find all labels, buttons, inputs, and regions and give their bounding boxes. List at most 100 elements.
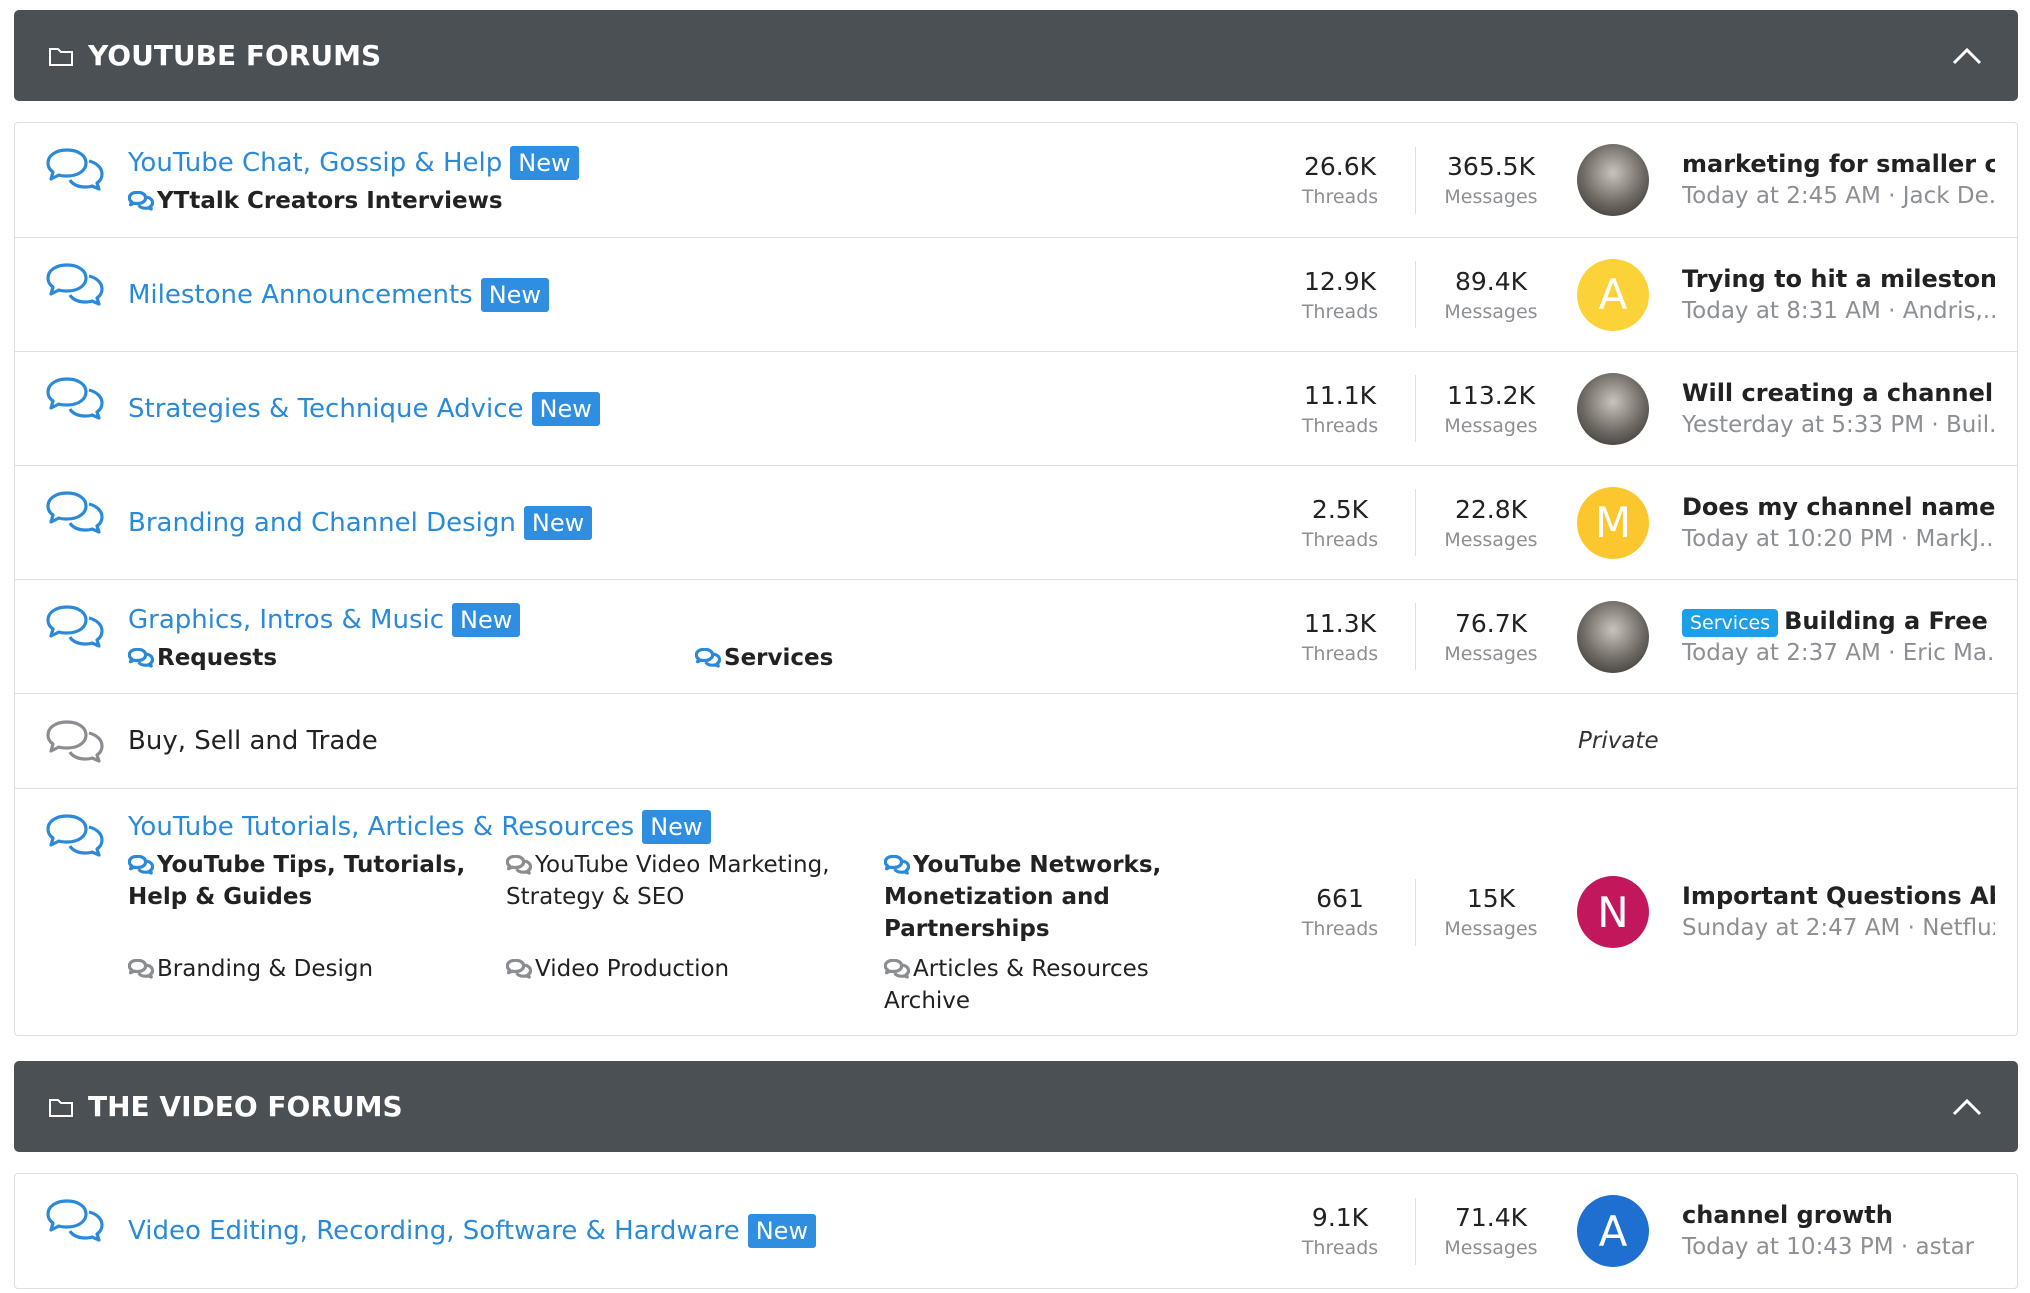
forum-title-line: Buy, Sell and Trade bbox=[128, 721, 1566, 761]
avatar[interactable]: N bbox=[1577, 876, 1649, 948]
forum-title-line: Branding and Channel Design New bbox=[128, 503, 1265, 543]
subforum-link[interactable]: YouTube Video Marketing, Strategy & SEO bbox=[505, 849, 884, 945]
forum-title-line: Milestone Announcements New bbox=[128, 275, 1265, 315]
forum-main: YouTube Tutorials, Articles & Resources N… bbox=[127, 807, 1265, 1017]
messages-count: 113.2K bbox=[1447, 380, 1535, 410]
messages-stat: 89.4K Messages bbox=[1416, 265, 1566, 325]
forum-title[interactable]: Buy, Sell and Trade bbox=[128, 726, 378, 756]
subforum-name: YouTube Networks, Monetization and Partn… bbox=[884, 852, 1162, 942]
latest-title[interactable]: Trying to hit a milestone ... bbox=[1682, 264, 1995, 293]
avatar[interactable] bbox=[1577, 144, 1649, 216]
threads-count: 12.9K bbox=[1303, 266, 1377, 296]
latest-title[interactable]: channel growth bbox=[1682, 1201, 1893, 1229]
forum-title[interactable]: Strategies & Technique Advice bbox=[128, 393, 524, 424]
forum-title[interactable]: Graphics, Intros & Music bbox=[128, 604, 445, 635]
threads-label: Threads bbox=[1301, 414, 1379, 437]
threads-count: 11.3K bbox=[1303, 608, 1377, 638]
subforum-link[interactable]: Services bbox=[694, 642, 1262, 674]
forum-title-line: YouTube Chat, Gossip & Help New bbox=[128, 143, 1265, 183]
latest-title[interactable]: Will creating a channel n... bbox=[1682, 378, 1995, 407]
forum-icon bbox=[46, 377, 104, 420]
forum-title[interactable]: YouTube Tutorials, Articles & Resources bbox=[128, 812, 635, 842]
threads-count: 9.1K bbox=[1311, 1203, 1369, 1232]
new-badge: New bbox=[642, 810, 711, 844]
messages-label: Messages bbox=[1444, 414, 1538, 437]
latest-meta: Today at 10:43 PM · astar bbox=[1682, 1234, 1975, 1260]
forum-title[interactable]: Milestone Announcements bbox=[128, 279, 473, 310]
threads-count: 661 bbox=[1316, 884, 1364, 913]
avatar[interactable] bbox=[1577, 600, 1649, 673]
avatar[interactable]: A bbox=[1577, 258, 1649, 331]
forum-main: Milestone Announcements New bbox=[128, 275, 1265, 315]
forum-list: YouTube Chat, Gossip & Help New YTtalk Cr… bbox=[14, 122, 2018, 1036]
forum-row: YouTube Tutorials, Articles & Resources N… bbox=[15, 788, 2017, 1035]
latest-title[interactable]: marketing for smaller ch... bbox=[1682, 150, 1995, 178]
forum-row: Branding and Channel Design New 2.5K Thread… bbox=[15, 465, 2017, 579]
latest-title[interactable]: Important Questions Abo... bbox=[1682, 882, 1995, 910]
latest-title-line: channel growth bbox=[1682, 1199, 1995, 1231]
subforum-icon bbox=[127, 647, 155, 668]
messages-count: 22.8K bbox=[1454, 494, 1528, 524]
section-header[interactable]: THE VIDEO FORUMS bbox=[14, 1061, 2018, 1152]
section-header[interactable]: YOUTUBE FORUMS bbox=[14, 10, 2018, 101]
subforum-link[interactable]: YTtalk Creators Interviews bbox=[127, 185, 695, 217]
forum-row: YouTube Chat, Gossip & Help New YTtalk Cr… bbox=[15, 123, 2017, 237]
latest-post: Will creating a channel n... Yesterday at… bbox=[1682, 377, 1995, 441]
subforum-name: Video Production bbox=[535, 956, 730, 982]
latest-meta: Today at 2:45 AM · Jack De... bbox=[1682, 183, 1995, 209]
subforum-icon bbox=[883, 854, 911, 875]
forum-title[interactable]: Video Editing, Recording, Software & Har… bbox=[128, 1216, 740, 1246]
subforum-link[interactable]: YouTube Networks, Monetization and Partn… bbox=[883, 849, 1262, 945]
new-badge: New bbox=[523, 505, 593, 540]
messages-label: Messages bbox=[1444, 642, 1538, 665]
forum-title-line: YouTube Tutorials, Articles & Resources N… bbox=[128, 807, 1265, 847]
forum-title-line: Graphics, Intros & Music New bbox=[128, 600, 1265, 640]
section-title: YOUTUBE FORUMS bbox=[88, 39, 382, 72]
messages-label: Messages bbox=[1444, 528, 1538, 551]
subforums: YouTube Tips, Tutorials, Help & Guides Y… bbox=[127, 849, 1265, 1017]
latest-title[interactable]: Building a Free L... bbox=[1784, 606, 1995, 635]
subforum-link[interactable]: YouTube Tips, Tutorials, Help & Guides bbox=[127, 849, 506, 945]
avatar[interactable] bbox=[1577, 372, 1649, 445]
latest-title[interactable]: Does my channel name fi... bbox=[1682, 492, 1995, 521]
forum-main: Branding and Channel Design New bbox=[128, 503, 1265, 543]
forum-title[interactable]: Branding and Channel Design bbox=[128, 507, 516, 538]
messages-count: 76.7K bbox=[1454, 608, 1528, 638]
avatar-letter: M bbox=[1594, 498, 1632, 547]
subforum-icon bbox=[505, 854, 533, 875]
threads-stat: 11.3K Threads bbox=[1265, 607, 1415, 667]
subforum-name: Requests bbox=[157, 644, 278, 671]
subforum-name: Services bbox=[724, 644, 834, 671]
messages-stat: 76.7K Messages bbox=[1416, 607, 1566, 667]
forum-icon bbox=[46, 1199, 104, 1242]
threads-stat: 661 Threads bbox=[1265, 882, 1415, 942]
messages-label: Messages bbox=[1444, 918, 1538, 940]
messages-count: 71.4K bbox=[1454, 1203, 1528, 1232]
forum-title-line: Video Editing, Recording, Software & Har… bbox=[128, 1211, 1265, 1251]
avatar-letter: A bbox=[1598, 1206, 1628, 1256]
threads-label: Threads bbox=[1301, 300, 1379, 323]
latest-post: Does my channel name fi... Today at 10:20… bbox=[1682, 491, 1995, 555]
messages-stat: 71.4K Messages bbox=[1416, 1201, 1566, 1261]
subforum-link[interactable]: Video Production bbox=[505, 953, 884, 1017]
messages-count: 365.5K bbox=[1447, 152, 1535, 181]
stat-divider bbox=[1415, 878, 1416, 946]
stat-divider bbox=[1415, 1197, 1416, 1265]
avatar[interactable]: M bbox=[1577, 486, 1649, 559]
latest-meta: Today at 10:20 PM · MarkJ... bbox=[1682, 525, 1995, 552]
subforum-name: Branding & Design bbox=[157, 956, 374, 982]
forum-title[interactable]: YouTube Chat, Gossip & Help bbox=[128, 148, 503, 178]
messages-stat: 15K Messages bbox=[1416, 882, 1566, 942]
forum-row: Strategies & Technique Advice New 11.1K Thr… bbox=[15, 351, 2017, 465]
avatar[interactable]: A bbox=[1577, 1195, 1649, 1267]
subforum-link[interactable]: Branding & Design bbox=[127, 953, 506, 1017]
forum-icon bbox=[46, 814, 104, 857]
messages-label: Messages bbox=[1444, 300, 1538, 323]
subforum-link[interactable]: Requests bbox=[127, 642, 695, 674]
subforum-link[interactable]: Articles & Resources Archive bbox=[883, 953, 1262, 1017]
avatar-letter: N bbox=[1597, 887, 1629, 937]
subforums: Requests Services bbox=[127, 642, 1265, 674]
avatar-letter: A bbox=[1598, 270, 1628, 319]
folder-icon bbox=[49, 47, 73, 66]
